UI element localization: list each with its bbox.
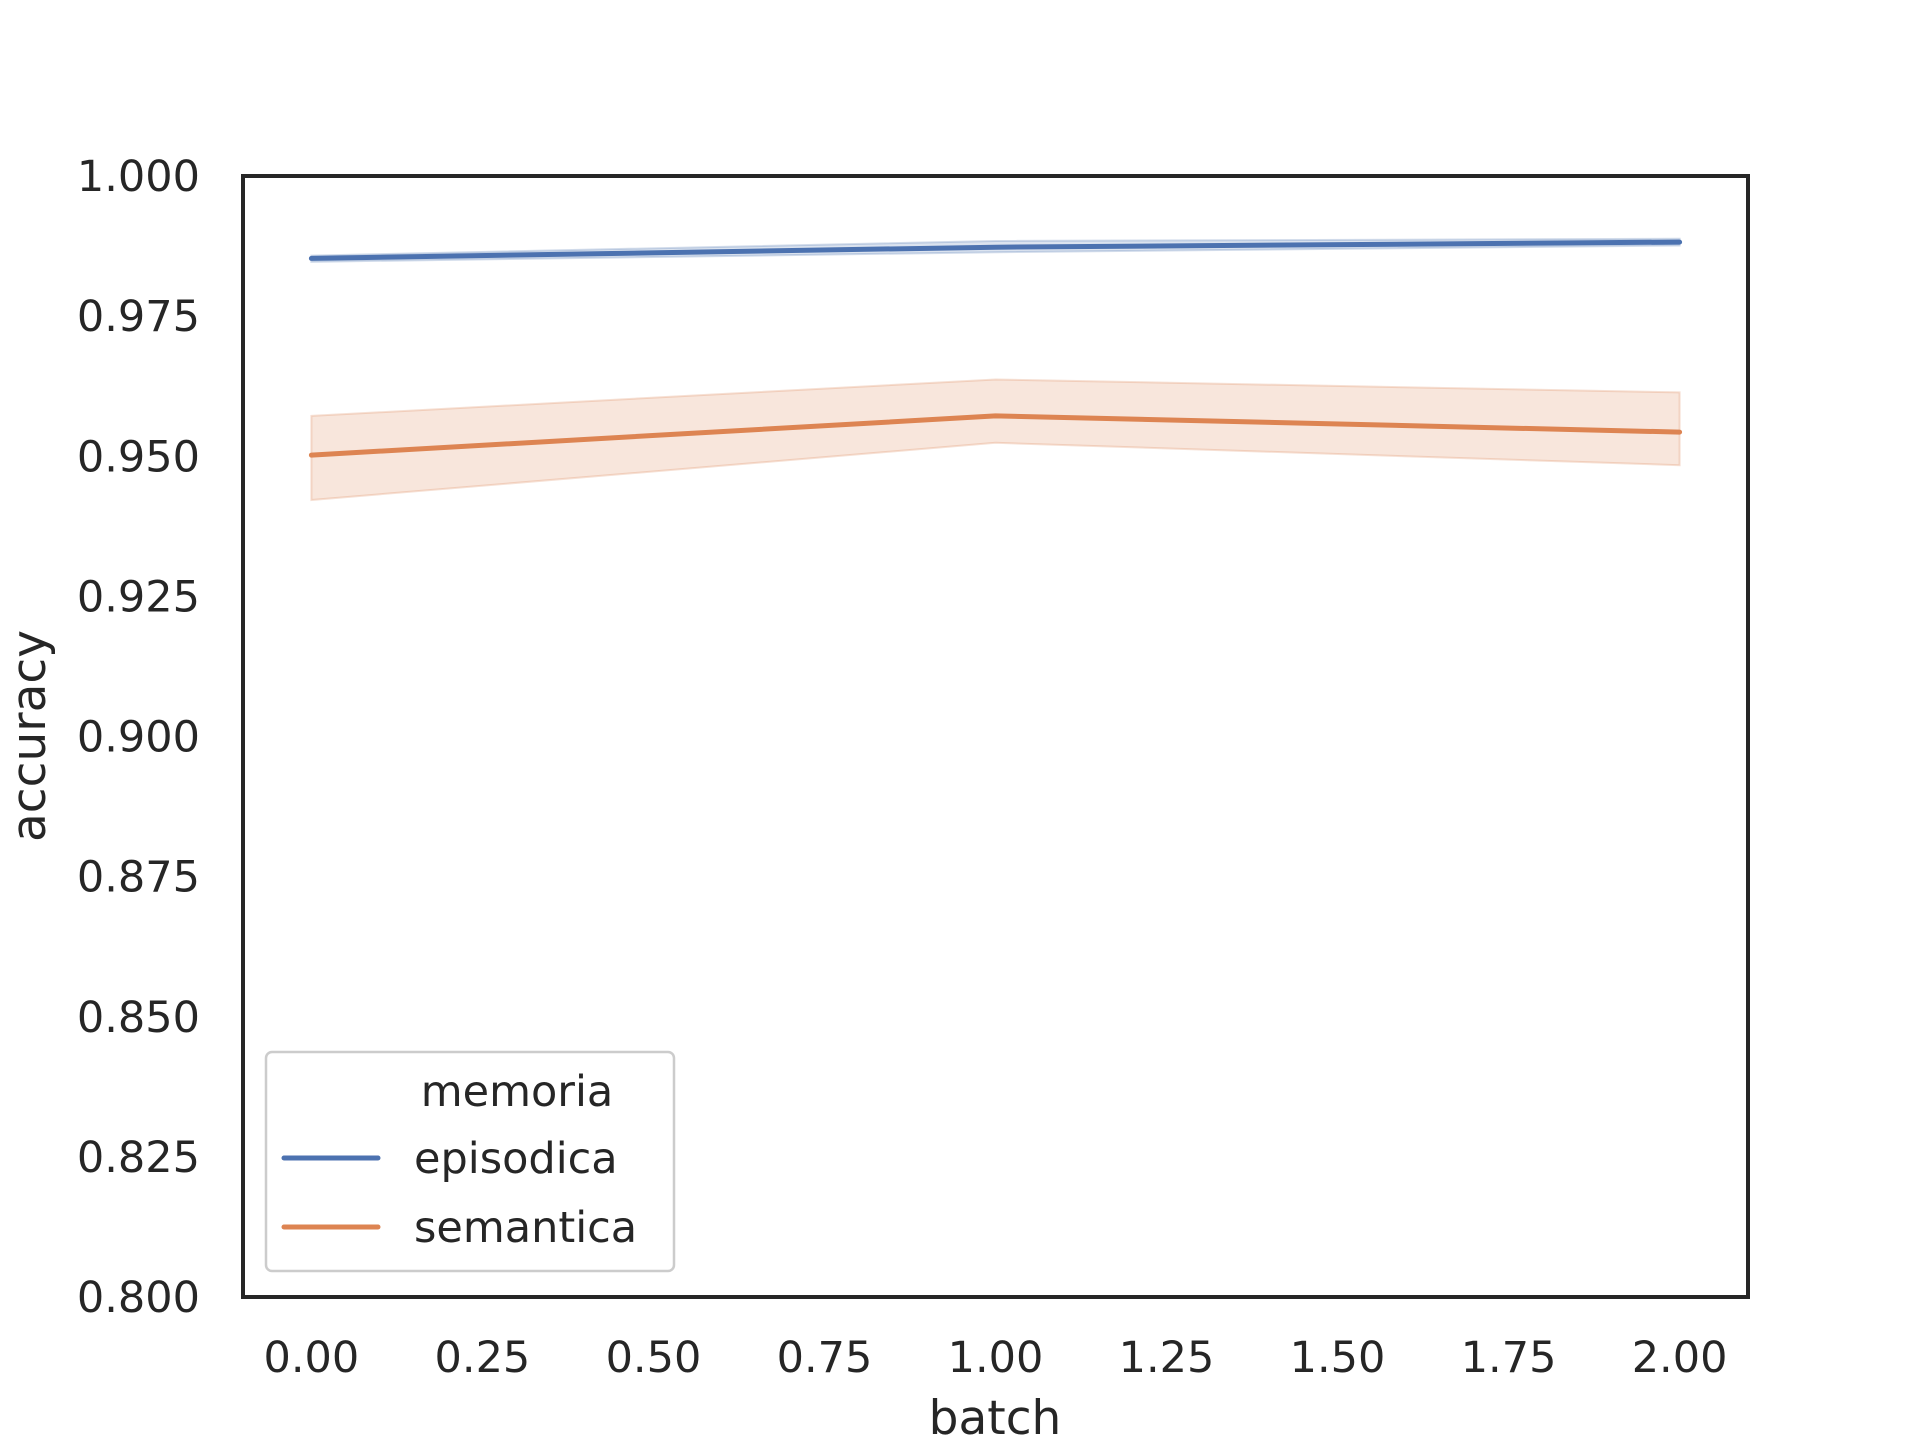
- y-tick-label: 0.850: [77, 993, 200, 1043]
- x-tick-label: 2.00: [1632, 1333, 1728, 1383]
- y-tick-label: 0.900: [77, 713, 200, 763]
- y-tick-label: 0.925: [77, 572, 200, 622]
- x-axis-ticks: 0.00 0.25 0.50 0.75 1.00 1.25 1.50 1.75 2.00: [264, 1333, 1728, 1383]
- x-tick-label: 1.75: [1461, 1333, 1557, 1383]
- legend-box: [264, 1050, 676, 1273]
- y-tick-label: 0.950: [77, 432, 200, 482]
- x-axis-label: batch: [929, 1391, 1062, 1440]
- legend-items: episodica semantica: [281, 1134, 637, 1253]
- x-tick-label: 0.25: [435, 1333, 531, 1383]
- legend-title: memoria: [421, 1067, 614, 1117]
- y-tick-label: 0.975: [77, 292, 200, 342]
- legend: memoria episodica semantica: [264, 1050, 676, 1273]
- ci-band-semantica: [310, 378, 1681, 502]
- x-tick-label: 0.75: [777, 1333, 873, 1383]
- y-axis-label: accuracy: [2, 630, 57, 842]
- legend-label-episodica: episodica: [414, 1134, 618, 1184]
- y-tick-label: 0.875: [77, 853, 200, 903]
- legend-label-semantica: semantica: [414, 1203, 637, 1253]
- y-tick-label: 0.800: [77, 1273, 200, 1323]
- x-tick-label: 1.00: [948, 1333, 1044, 1383]
- series-lines: [308, 239, 1683, 458]
- y-tick-label: 1.000: [77, 152, 200, 202]
- x-tick-label: 0.00: [264, 1333, 360, 1383]
- y-tick-label: 0.825: [77, 1133, 200, 1183]
- x-tick-label: 0.50: [606, 1333, 702, 1383]
- plot-frame: [241, 174, 1750, 1299]
- y-axis-ticks: 0.800 0.825 0.850 0.875 0.900 0.925 0.950 0.975…: [77, 152, 200, 1323]
- x-tick-label: 1.25: [1119, 1333, 1215, 1383]
- x-tick-label: 1.50: [1290, 1333, 1386, 1383]
